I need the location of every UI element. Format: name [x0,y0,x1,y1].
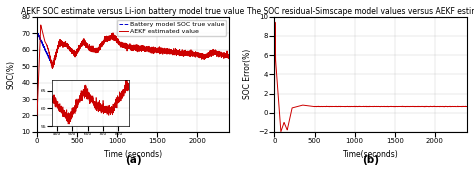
Text: (a): (a) [125,155,141,165]
Battery model SOC true value [34,31,40,33]
AEKF estimated value [108,36,114,39]
Line: Battery model SOC true value: Battery model SOC true value [37,32,229,67]
AEKF estimated value [227,52,232,55]
Battery model SOC true value [146,48,152,50]
Legend: Battery model SOC true value, AEKF estimated value: Battery model SOC true value, AEKF estim… [117,20,226,36]
Text: (b): (b) [362,155,379,165]
X-axis label: Time (seconds): Time (seconds) [104,150,162,159]
Battery model SOC true value [125,45,130,47]
Battery model SOC true value [151,48,157,51]
Y-axis label: SOC Error(%): SOC Error(%) [243,49,252,99]
Battery model SOC true value [181,53,187,55]
AEKF estimated value [151,51,157,54]
AEKF estimated value [146,49,152,51]
Line: AEKF estimated value: AEKF estimated value [37,25,229,115]
X-axis label: Time(seconds): Time(seconds) [343,150,399,159]
Battery model SOC true value [227,55,232,57]
AEKF estimated value [34,114,40,117]
Title: The SOC residual-Simscape model values versus AEKF estimates: The SOC residual-Simscape model values v… [246,7,474,16]
AEKF estimated value [41,35,46,37]
AEKF estimated value [125,44,130,46]
AEKF estimated value [38,24,44,26]
Title: AEKF SOC estimate versus Li-ion battery model true value: AEKF SOC estimate versus Li-ion battery … [21,7,245,16]
Battery model SOC true value [41,45,46,47]
Battery model SOC true value [50,65,55,68]
AEKF estimated value [181,54,187,56]
Battery model SOC true value [108,37,114,39]
Y-axis label: SOC(%): SOC(%) [7,60,16,89]
